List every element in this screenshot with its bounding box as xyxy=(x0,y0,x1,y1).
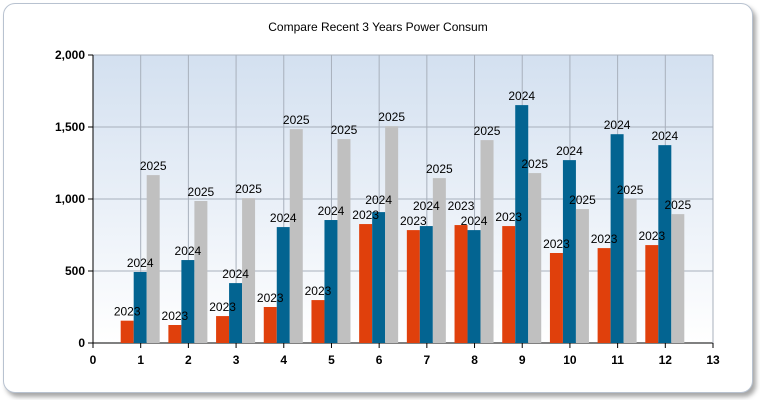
bar-2023-4 xyxy=(263,307,277,343)
x-tick-label: 0 xyxy=(90,353,97,367)
y-tick-label: 1,500 xyxy=(55,120,85,134)
data-label: 2023 xyxy=(257,291,284,305)
bar-2025-8 xyxy=(480,140,494,343)
chart-title: Compare Recent 3 Years Power Consum xyxy=(268,20,488,34)
data-label: 2024 xyxy=(413,199,440,213)
bar-2025-3 xyxy=(242,198,256,343)
bar-2024-3 xyxy=(229,283,243,343)
bar-2024-4 xyxy=(276,227,290,343)
bar-2025-6 xyxy=(385,126,399,343)
x-tick-label: 11 xyxy=(611,353,624,367)
bar-2025-11 xyxy=(623,199,637,343)
y-tick-label: 500 xyxy=(65,264,85,278)
bar-2023-2 xyxy=(168,325,182,343)
y-tick-label: 0 xyxy=(78,336,85,350)
x-tick-label: 6 xyxy=(376,353,383,367)
bar-2024-1 xyxy=(133,272,147,343)
x-tick-label: 1 xyxy=(137,353,144,367)
data-label: 2024 xyxy=(461,214,488,228)
bar-2024-9 xyxy=(515,105,529,343)
bar-2023-10 xyxy=(549,253,563,343)
data-label: 2023 xyxy=(305,284,332,298)
bar-2023-3 xyxy=(216,316,230,343)
data-label: 2025 xyxy=(617,183,644,197)
x-tick-label: 8 xyxy=(471,353,478,367)
data-label: 2024 xyxy=(365,193,392,207)
data-label: 2023 xyxy=(162,309,189,323)
data-label: 2023 xyxy=(209,300,236,314)
bar-2024-7 xyxy=(419,226,433,343)
bar-2025-5 xyxy=(337,139,351,343)
bar-2023-7 xyxy=(406,230,420,343)
data-label: 2024 xyxy=(222,267,249,281)
data-label: 2025 xyxy=(331,123,358,137)
x-tick-label: 4 xyxy=(280,353,287,367)
x-tick-label: 12 xyxy=(659,353,673,367)
bar-2023-5 xyxy=(311,300,325,343)
y-tick-label: 2,000 xyxy=(55,48,85,62)
data-label: 2023 xyxy=(638,229,665,243)
data-label: 2025 xyxy=(664,198,691,212)
data-label: 2025 xyxy=(283,113,310,127)
bar-2023-1 xyxy=(120,320,134,343)
bar-2024-12 xyxy=(658,145,672,343)
data-label: 2024 xyxy=(318,204,345,218)
data-label: 2025 xyxy=(235,182,262,196)
data-label: 2024 xyxy=(604,118,631,132)
data-label: 2023 xyxy=(448,199,475,213)
bar-2025-9 xyxy=(528,173,542,343)
data-label: 2023 xyxy=(114,305,141,319)
data-label: 2025 xyxy=(140,159,167,173)
bar-2023-8 xyxy=(454,225,468,343)
data-label: 2024 xyxy=(270,211,297,225)
bar-2024-8 xyxy=(467,230,481,343)
bar-2024-6 xyxy=(372,212,386,343)
bar-2024-10 xyxy=(562,160,576,343)
x-tick-label: 13 xyxy=(706,353,720,367)
bar-2025-10 xyxy=(575,209,589,343)
x-tick-label: 5 xyxy=(328,353,335,367)
data-label: 2023 xyxy=(495,210,522,224)
x-tick-label: 10 xyxy=(563,353,577,367)
x-tick-label: 7 xyxy=(424,353,431,367)
x-tick-label: 3 xyxy=(233,353,240,367)
data-label: 2025 xyxy=(474,124,501,138)
data-label: 2024 xyxy=(127,256,154,270)
data-label: 2025 xyxy=(521,157,548,171)
data-label: 2023 xyxy=(400,214,427,228)
data-label: 2023 xyxy=(591,232,618,246)
data-label: 2025 xyxy=(188,185,215,199)
bar-2023-12 xyxy=(645,245,659,343)
bar-2023-11 xyxy=(597,248,611,343)
data-label: 2024 xyxy=(508,89,535,103)
bar-2025-1 xyxy=(146,175,160,343)
bar-2024-5 xyxy=(324,220,338,343)
bar-2023-6 xyxy=(359,224,373,343)
bar-2025-4 xyxy=(289,129,303,343)
data-label: 2024 xyxy=(556,144,583,158)
data-label: 2023 xyxy=(543,237,570,251)
y-tick-label: 1,000 xyxy=(55,192,85,206)
bar-2023-9 xyxy=(502,226,516,343)
x-tick-label: 2 xyxy=(185,353,192,367)
bar-2024-11 xyxy=(610,134,624,343)
data-label: 2024 xyxy=(175,244,202,258)
bar-2025-7 xyxy=(432,178,446,343)
data-label: 2025 xyxy=(378,110,405,124)
bar-2025-2 xyxy=(194,201,208,343)
x-tick-label: 9 xyxy=(519,353,526,367)
bar-2024-2 xyxy=(181,260,195,343)
data-label: 2024 xyxy=(651,129,678,143)
data-label: 2025 xyxy=(426,162,453,176)
data-label: 2023 xyxy=(352,208,379,222)
bar-2025-12 xyxy=(671,214,685,343)
data-label: 2025 xyxy=(569,193,596,207)
